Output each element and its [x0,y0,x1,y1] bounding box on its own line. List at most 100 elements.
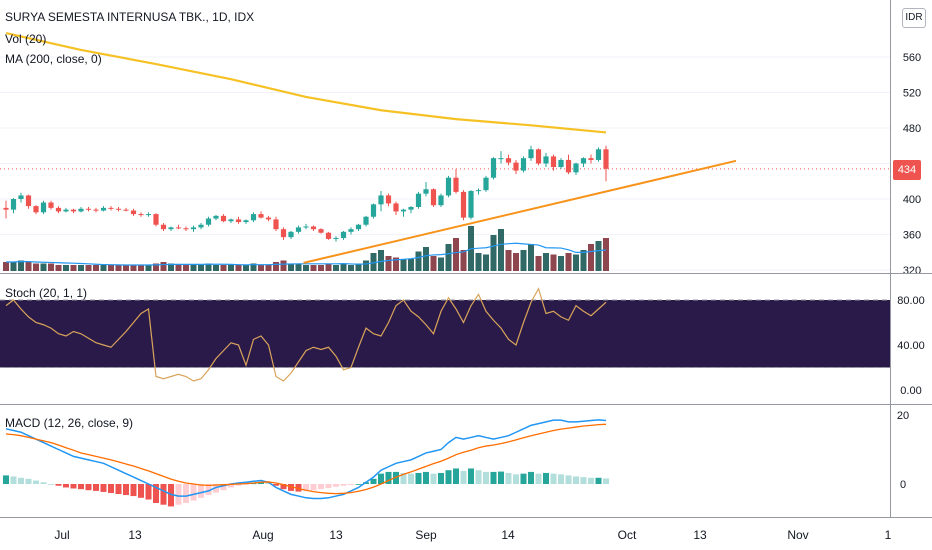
macd-histogram-bar [220,484,227,491]
volume-bar [535,256,542,271]
candle-body [430,189,437,206]
candle-body [393,203,399,212]
macd-histogram-bar [138,484,144,498]
candle-body [490,158,497,178]
time-tick-label: Jul [54,528,69,542]
volume-bar [588,244,594,271]
macd-histogram-bar [415,472,422,484]
macd-histogram-bar [130,484,137,497]
candle-body [220,215,227,222]
ma-label: MA (200, close, 0) [5,52,102,66]
candle-body [543,156,549,164]
candle-body [318,229,324,233]
ma-200-line [5,31,607,134]
macd-histogram-bar [423,471,429,484]
stoch-tick-label: 80.00 [897,295,925,307]
volume-bar [528,244,534,271]
candle-body [385,195,392,204]
volume-bar [423,247,429,271]
macd-histogram-bar [183,484,189,503]
volume-bar [310,265,317,271]
time-tick-label: Oct [618,528,637,542]
macd-histogram-bar [483,471,489,484]
candle-body [33,206,39,213]
candle-body [40,202,47,213]
stoch-tick-label: 0.00 [900,385,921,397]
volume-bar [288,263,294,271]
macd-histogram-bar [213,484,219,493]
trendline [303,159,737,264]
macd-histogram-bar [603,478,609,484]
volume-ma-line [6,242,607,266]
volume-bar [138,265,144,271]
candle-body [580,158,587,164]
volume-bar [3,262,9,271]
volume-bar [453,238,459,271]
candle-body [408,206,414,210]
macd-histogram-bar [273,484,279,486]
price-tick-label: 320 [903,265,921,277]
candle-body [115,208,122,210]
candle-body [93,209,99,211]
macd-histogram-bar [595,477,602,484]
time-tick-label: 13 [693,528,707,542]
candle-body [48,202,54,208]
stoch-tick-label: 40.00 [897,340,925,352]
volume-bar [153,263,159,271]
volume-bar [70,265,77,271]
time-tick-label: Nov [787,528,808,542]
currency-button[interactable]: IDR [902,8,926,28]
volume-bar [520,250,527,271]
macd-histogram-bar [468,468,474,484]
macd-histogram-bar [78,484,84,490]
volume-bar [603,238,609,271]
volume-bar [48,263,54,271]
candle-body [130,210,137,215]
volume-bar [115,265,122,271]
candle-body [363,216,369,225]
volume-bar [85,265,92,271]
candle-body [25,195,32,207]
volume-bar [580,250,587,271]
macd-histogram-bar [48,484,54,485]
macd-histogram-bar [543,472,549,484]
candle-body [498,158,504,160]
macd-histogram-bar [55,484,62,486]
volume-bar [168,263,174,271]
time-tick-label: Sep [415,528,437,542]
price-tick-label: 480 [903,123,921,135]
candle-body [288,231,294,238]
volume-bar [340,263,347,271]
volume-bar [550,254,557,271]
macd-histogram-bar [370,478,377,484]
macd-histogram-bar [295,484,302,492]
volume-bar [318,265,324,271]
time-tick-label: 14 [501,528,515,542]
candle-body [483,177,489,191]
candle-body [595,149,602,160]
macd-histogram-bar [400,472,407,484]
volume-label: Vol (20) [5,32,47,46]
time-tick-label: Aug [252,528,273,542]
macd-histogram-bar [123,484,129,496]
macd-histogram-bar [445,470,452,484]
macd-histogram-bar [25,478,32,484]
candle-body [468,191,474,218]
volume-bar [558,256,564,271]
volume-bar [505,250,512,271]
candle-body [258,214,264,218]
macd-histogram-bar [115,484,122,495]
candle-body [273,219,279,230]
candle-body [265,217,272,220]
candle-body [78,208,84,212]
candle-body [550,156,557,168]
time-tick-label: 13 [329,528,343,542]
candle-body [85,208,92,210]
candle-body [145,214,152,216]
macd-histogram-bar [93,484,99,491]
macd-histogram-bar [475,470,482,484]
candle-body [340,231,347,239]
volume-bar [475,253,482,271]
